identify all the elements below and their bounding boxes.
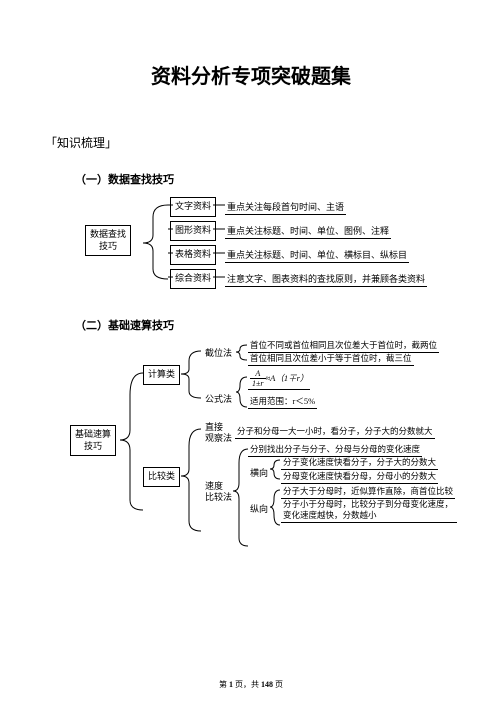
row4-label: 综合资料 (170, 269, 216, 289)
formula-tail: ≈A（1∓r） (266, 373, 309, 383)
row2-label: 图形资料 (170, 221, 216, 241)
diagram-1: 数据查找 技巧 文字资料 重点关注每段首句时间、主语 图形资料 重点关注标题、时… (85, 197, 457, 292)
subsection-2-heading: （二）基础速算技巧 (75, 317, 457, 333)
root-box-2: 基础速算 技巧 (70, 425, 116, 456)
row4-desc: 注意文字、图表资料的查找原则，并兼顾各类资料 (225, 272, 427, 287)
calc-label: 计算类 (143, 365, 180, 385)
footer-mid: 页，共 (233, 680, 261, 689)
compare-label: 比较类 (143, 467, 180, 487)
page-footer: 第 1 页，共 148 页 (0, 679, 502, 690)
bracket-1 (133, 197, 173, 289)
row3-label: 表格资料 (170, 245, 216, 265)
formula-row: A 1±r ≈A（1∓r） (248, 369, 310, 390)
subsection-1-heading: （一）数据查找技巧 (75, 171, 457, 187)
bracket-calc (177, 343, 205, 405)
formula-den: 1±r (250, 379, 266, 388)
heng-line1: 分子变化速度快看分子，分子大的分数大 (281, 456, 438, 470)
root-box-1: 数据查找 技巧 (85, 225, 131, 256)
section-header: 「知识梳理」 (45, 134, 457, 151)
page-title: 资料分析专项突破题集 (45, 60, 457, 89)
zong-line1: 分子大于分母时，近似算作直除，商首位比较 (281, 485, 455, 499)
row2-desc: 重点关注标题、时间、单位、图例、注释 (225, 224, 391, 239)
row1-desc: 重点关注每段首句时间、主语 (225, 200, 346, 215)
gongshi-label: 公式法 (203, 391, 234, 406)
zhijie-desc: 分子和分母一大一小时，看分子，分子大的分数就大 (235, 425, 435, 439)
bracket-root2 (115, 365, 145, 515)
bracket-sudu (230, 443, 250, 551)
row3-desc: 重点关注标题、时间、单位、横标目、纵标目 (225, 248, 409, 263)
diagram-2: 基础速算 技巧 计算类 截位法 首位不同或首位相同且次位差大于首位时，截两位 (85, 343, 457, 553)
jiewei-line1: 首位不同或首位相同且次位差大于首位时，截两位 (248, 339, 439, 353)
bracket-zong (268, 485, 282, 533)
row1-label: 文字资料 (170, 197, 216, 217)
zong-line2: 分子小于分母时，比较分子到分母变化速度，变化速度越快，分数越小 (281, 499, 457, 523)
bracket-compare (177, 421, 205, 541)
jiewei-label: 截位法 (203, 345, 234, 360)
footer-total: 148 (261, 680, 273, 689)
footer-prefix: 第 (219, 680, 229, 689)
footer-suffix: 页 (273, 680, 283, 689)
bracket-jiewei (233, 340, 249, 368)
bracket-gongshi (233, 371, 249, 413)
zong-label: 纵向 (248, 501, 270, 516)
heng-line2: 分母变化速度快看分母，分母小的分数大 (281, 470, 438, 484)
jiewei-line2: 首位相同且次位差小于等于首位时，截三位 (248, 352, 414, 366)
formula-num: A (250, 369, 266, 379)
bracket-heng (268, 455, 282, 485)
gongshi-range: 适用范围：r＜5% (248, 395, 317, 409)
connectors-1 (213, 197, 225, 289)
zhijie-label: 直接 观察法 (203, 421, 234, 445)
heng-label: 横向 (248, 465, 270, 480)
